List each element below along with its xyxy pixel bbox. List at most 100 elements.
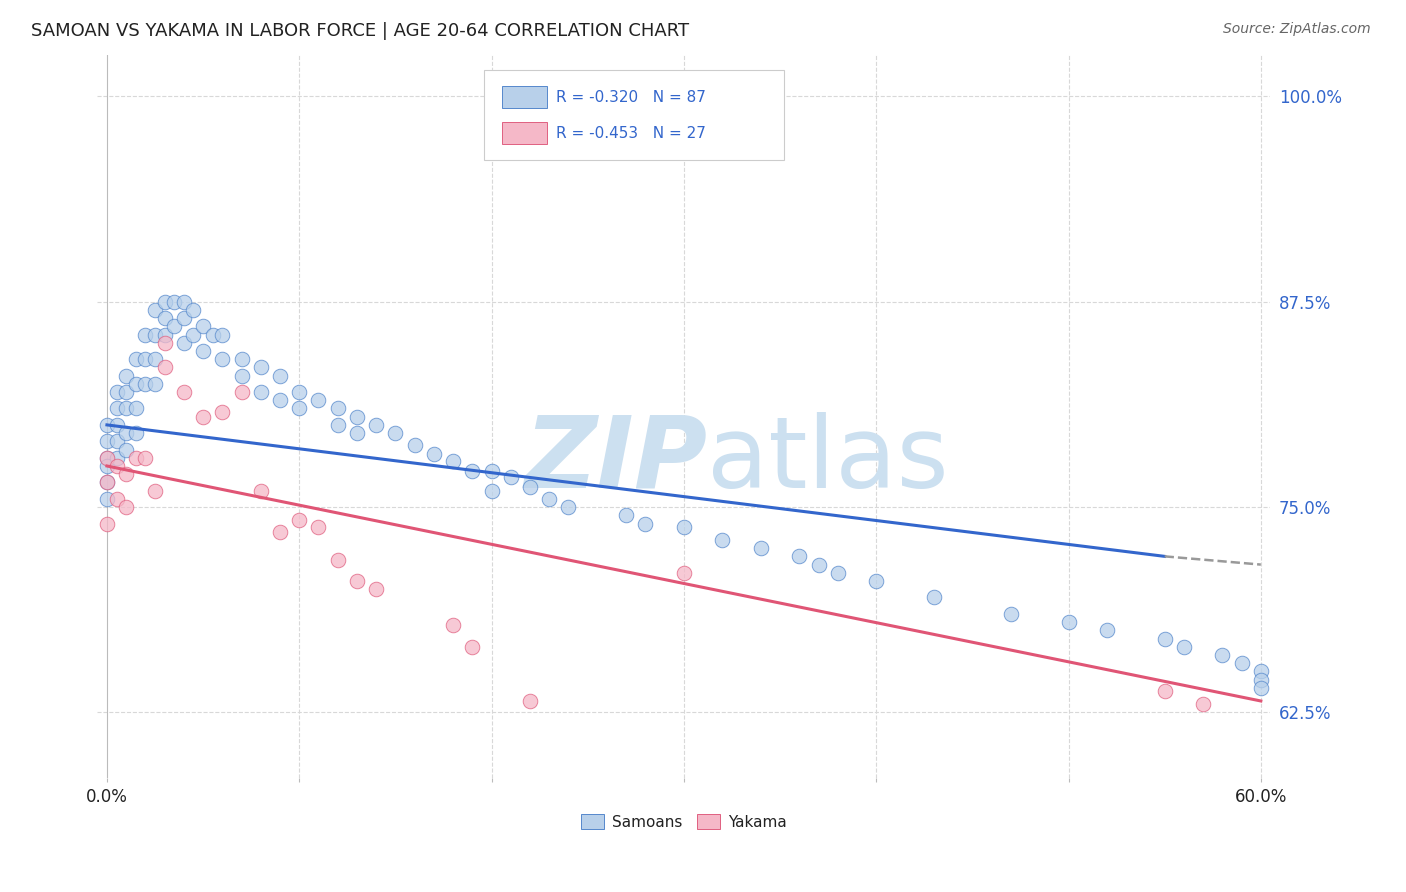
Point — [1250, 681, 1272, 695]
Point — [105, 384, 128, 399]
Point — [1000, 607, 1022, 621]
Point — [115, 500, 138, 514]
Point — [269, 524, 291, 539]
Point — [1153, 632, 1175, 646]
Point — [538, 491, 561, 506]
Point — [461, 464, 484, 478]
Point — [173, 311, 195, 326]
Point — [183, 327, 205, 342]
Point — [96, 417, 118, 432]
Point — [1192, 698, 1215, 712]
Point — [308, 393, 330, 408]
Point — [96, 475, 118, 490]
Point — [96, 434, 118, 449]
Point — [115, 426, 138, 441]
Point — [191, 319, 214, 334]
Point — [201, 327, 224, 342]
Point — [672, 520, 695, 534]
Legend: Samoans, Yakama: Samoans, Yakama — [575, 807, 793, 836]
Point — [288, 401, 311, 416]
Point — [269, 393, 291, 408]
Point — [191, 343, 214, 358]
Text: atlas: atlas — [707, 411, 949, 508]
Point — [1250, 665, 1272, 679]
Point — [153, 360, 176, 375]
Point — [115, 467, 138, 482]
Point — [143, 376, 166, 391]
Point — [441, 454, 464, 468]
Point — [672, 566, 695, 580]
Point — [96, 450, 118, 465]
Point — [115, 401, 138, 416]
Point — [96, 450, 118, 465]
Point — [827, 566, 849, 580]
Point — [326, 417, 349, 432]
Point — [143, 352, 166, 367]
Point — [105, 458, 128, 473]
Point — [115, 442, 138, 457]
Point — [153, 294, 176, 309]
FancyBboxPatch shape — [502, 87, 547, 108]
Point — [787, 549, 810, 564]
Point — [326, 401, 349, 416]
Point — [153, 311, 176, 326]
Point — [481, 464, 503, 478]
Point — [404, 437, 426, 451]
Point — [211, 352, 233, 367]
Point — [143, 327, 166, 342]
Point — [163, 319, 186, 334]
Point — [461, 640, 484, 654]
Point — [269, 368, 291, 383]
Point — [922, 591, 945, 605]
Text: R = -0.453   N = 27: R = -0.453 N = 27 — [555, 126, 706, 141]
Point — [308, 520, 330, 534]
Point — [173, 294, 195, 309]
Point — [288, 513, 311, 527]
Point — [231, 352, 253, 367]
Point — [634, 516, 657, 531]
Point — [326, 552, 349, 566]
Point — [441, 618, 464, 632]
Text: SAMOAN VS YAKAMA IN LABOR FORCE | AGE 20-64 CORRELATION CHART: SAMOAN VS YAKAMA IN LABOR FORCE | AGE 20… — [31, 22, 689, 40]
Point — [163, 294, 186, 309]
Point — [125, 401, 148, 416]
Point — [125, 352, 148, 367]
Point — [105, 401, 128, 416]
Point — [366, 582, 388, 597]
Point — [105, 491, 128, 506]
Point — [183, 302, 205, 317]
Point — [173, 384, 195, 399]
Point — [1095, 624, 1118, 638]
Point — [749, 541, 772, 556]
Point — [96, 491, 118, 506]
Point — [807, 558, 830, 572]
Point — [115, 384, 138, 399]
Point — [481, 483, 503, 498]
Point — [346, 574, 368, 588]
Point — [143, 302, 166, 317]
Point — [1153, 684, 1175, 698]
Point — [96, 475, 118, 490]
Point — [499, 470, 522, 484]
Point — [249, 483, 271, 498]
Point — [346, 426, 368, 441]
Point — [1230, 656, 1253, 670]
Point — [115, 368, 138, 383]
Point — [125, 450, 148, 465]
Point — [96, 458, 118, 473]
Point — [1173, 640, 1195, 654]
Point — [711, 533, 734, 547]
Point — [191, 409, 214, 424]
Point — [125, 376, 148, 391]
Point — [143, 483, 166, 498]
Point — [125, 426, 148, 441]
Point — [134, 327, 156, 342]
Point — [105, 450, 128, 465]
Text: ZIP: ZIP — [524, 411, 707, 508]
Point — [384, 426, 406, 441]
Point — [153, 335, 176, 350]
Point — [249, 384, 271, 399]
Point — [134, 376, 156, 391]
Point — [519, 480, 541, 494]
Point — [153, 327, 176, 342]
